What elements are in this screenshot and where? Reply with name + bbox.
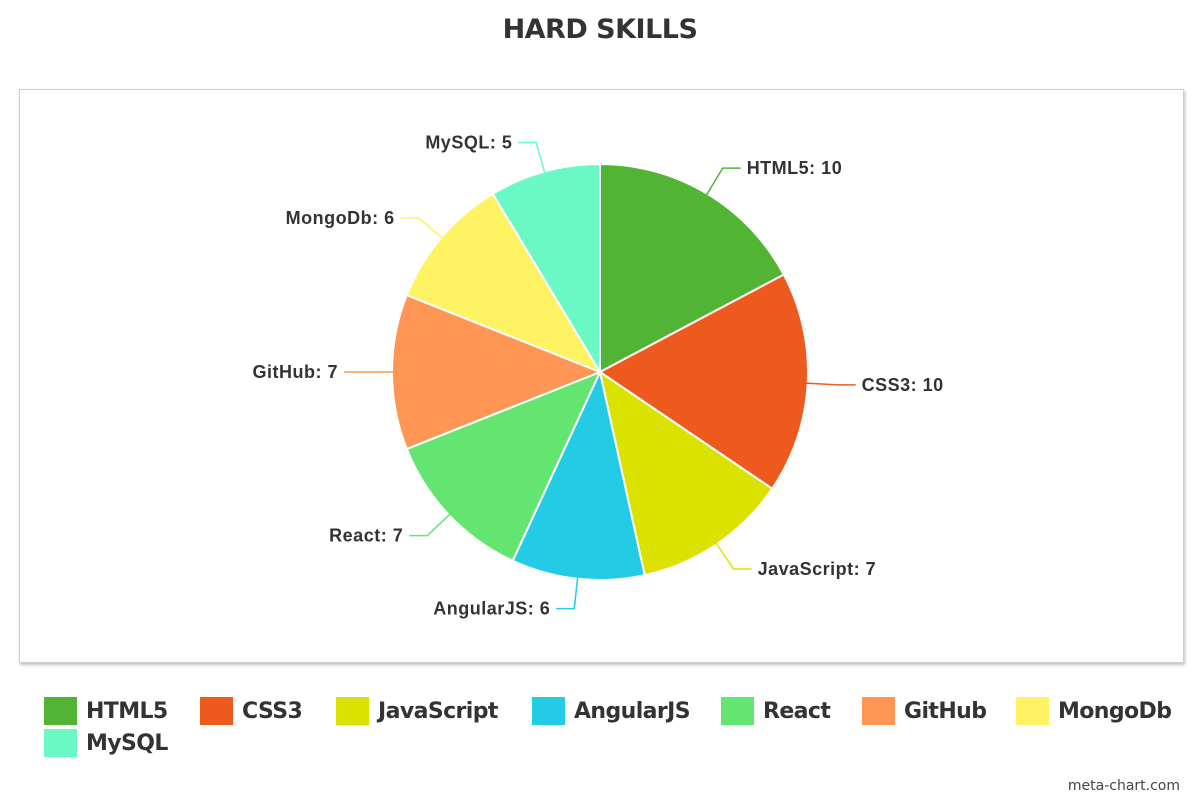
data-label-html5: HTML5: 10 [747, 158, 843, 178]
legend-item-angularjs[interactable]: AngularJS [532, 697, 691, 725]
legend-label-mongodb: MongoDb [1058, 698, 1172, 724]
data-label-mongodb: MongoDb: 6 [286, 208, 395, 228]
legend-label-javascript: JavaScript [378, 698, 498, 724]
legend-label-css3: CSS3 [242, 698, 303, 724]
connector-angularjs [556, 576, 579, 610]
credit-link[interactable]: meta-chart.com [1067, 778, 1180, 794]
legend-label-github: GitHub [904, 698, 987, 724]
legend-item-css3[interactable]: CSS3 [200, 697, 303, 725]
legend-swatch-mongodb [1016, 697, 1049, 725]
legend-label-mysql: MySQL [86, 730, 168, 756]
legend-item-mongodb[interactable]: MongoDb [1016, 697, 1172, 725]
data-label-css3: CSS3: 10 [862, 375, 944, 395]
connector-mongodb [400, 217, 444, 240]
legend-item-html5[interactable]: HTML5 [44, 697, 168, 725]
legend-swatch-javascript [336, 697, 369, 725]
legend-item-mysql[interactable]: MySQL [44, 729, 168, 757]
data-label-javascript: JavaScript: 7 [758, 559, 877, 579]
data-label-mysql: MySQL: 5 [425, 133, 512, 153]
legend-item-react[interactable]: React [721, 697, 831, 725]
data-label-github: GitHub: 7 [253, 362, 339, 382]
legend-swatch-mysql [44, 729, 77, 757]
data-label-react: React: 7 [329, 526, 403, 546]
legend-item-javascript[interactable]: JavaScript [336, 697, 498, 725]
connector-html5 [705, 167, 741, 196]
legend-swatch-css3 [200, 697, 233, 725]
legend-label-react: React [763, 698, 831, 724]
chart-title: HARD SKILLS [502, 14, 698, 45]
legend-label-angularjs: AngularJS [574, 698, 691, 724]
legend-swatch-react [721, 697, 754, 725]
legend-label-html5: HTML5 [86, 698, 168, 724]
legend-item-github[interactable]: GitHub [862, 697, 987, 725]
legend-swatch-html5 [44, 697, 77, 725]
legend-swatch-angularjs [532, 697, 565, 725]
data-label-angularjs: AngularJS: 6 [433, 599, 550, 619]
legend-swatch-github [862, 697, 895, 725]
connector-mysql [518, 141, 546, 174]
connector-css3 [805, 382, 856, 386]
connector-react [409, 513, 451, 537]
connector-javascript [714, 542, 752, 570]
